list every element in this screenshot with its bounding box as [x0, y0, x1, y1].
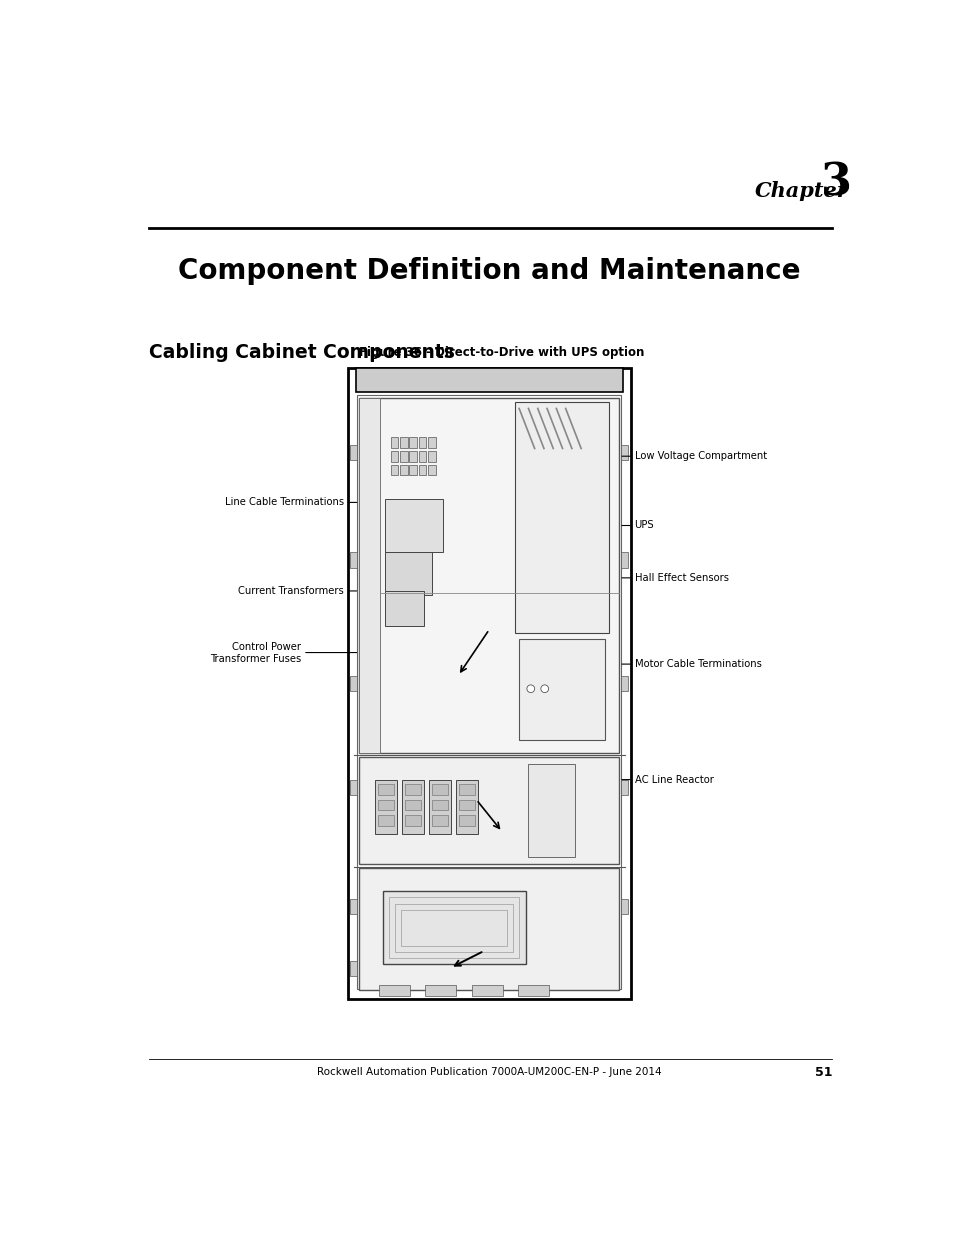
Text: Low Voltage Compartment: Low Voltage Compartment: [634, 451, 766, 461]
Bar: [405, 799, 420, 810]
Bar: [377, 799, 394, 810]
Text: AC Line Reactor: AC Line Reactor: [634, 774, 713, 784]
Text: Figure 36 - Direct-to-Drive with UPS option: Figure 36 - Direct-to-Drive with UPS opt…: [359, 346, 644, 358]
Text: 51: 51: [814, 1066, 831, 1078]
Text: Component Definition and Maintenance: Component Definition and Maintenance: [177, 257, 800, 285]
Bar: [459, 799, 475, 810]
Bar: [359, 399, 380, 752]
Bar: [427, 451, 436, 462]
Bar: [409, 437, 416, 448]
Bar: [432, 784, 447, 795]
Bar: [377, 784, 394, 795]
Bar: [385, 552, 432, 595]
Bar: [620, 779, 628, 795]
Bar: [620, 899, 628, 914]
Bar: [382, 892, 525, 965]
Bar: [350, 961, 356, 976]
Bar: [402, 779, 423, 834]
Bar: [405, 784, 420, 795]
Bar: [390, 451, 398, 462]
Bar: [389, 898, 518, 958]
Bar: [515, 403, 608, 632]
Text: Current Transformers: Current Transformers: [238, 585, 344, 597]
Bar: [385, 499, 442, 552]
Bar: [620, 445, 628, 461]
Bar: [528, 764, 575, 857]
Text: Transformer Fuses: Transformer Fuses: [210, 653, 301, 663]
Bar: [427, 464, 436, 475]
Text: Hall Effect Sensors: Hall Effect Sensors: [634, 573, 728, 583]
Text: Line Cable Terminations: Line Cable Terminations: [225, 498, 344, 508]
Bar: [399, 451, 407, 462]
Bar: [517, 986, 549, 995]
Bar: [348, 368, 630, 999]
Bar: [429, 779, 451, 834]
Bar: [432, 799, 447, 810]
Bar: [518, 638, 604, 740]
Text: Motor Cable Terminations: Motor Cable Terminations: [634, 659, 760, 669]
Bar: [395, 904, 513, 952]
Bar: [350, 779, 356, 795]
Bar: [390, 437, 398, 448]
Bar: [350, 552, 356, 568]
Bar: [359, 399, 618, 752]
Bar: [418, 464, 426, 475]
Text: Cabling Cabinet Components: Cabling Cabinet Components: [149, 343, 454, 362]
Bar: [620, 552, 628, 568]
Bar: [350, 899, 356, 914]
Bar: [350, 445, 356, 461]
Bar: [418, 451, 426, 462]
Bar: [390, 464, 398, 475]
Bar: [375, 779, 396, 834]
Bar: [399, 464, 407, 475]
Bar: [472, 986, 502, 995]
Bar: [409, 451, 416, 462]
Bar: [356, 395, 620, 989]
Bar: [359, 757, 618, 864]
Bar: [399, 437, 407, 448]
Bar: [427, 437, 436, 448]
Bar: [459, 784, 475, 795]
Circle shape: [526, 685, 534, 693]
Bar: [459, 815, 475, 826]
Bar: [409, 464, 416, 475]
Text: Rockwell Automation Publication 7000A-UM200C-EN-P - June 2014: Rockwell Automation Publication 7000A-UM…: [316, 1067, 660, 1077]
Bar: [378, 986, 410, 995]
Bar: [405, 815, 420, 826]
Text: UPS: UPS: [634, 520, 654, 531]
Circle shape: [540, 685, 548, 693]
Text: 3: 3: [820, 162, 851, 205]
Bar: [620, 676, 628, 692]
Bar: [418, 437, 426, 448]
Bar: [377, 815, 394, 826]
Bar: [350, 676, 356, 692]
Bar: [359, 868, 618, 989]
Bar: [401, 910, 506, 946]
Bar: [456, 779, 477, 834]
Text: Chapter: Chapter: [754, 180, 847, 200]
Bar: [385, 592, 424, 626]
Bar: [432, 815, 447, 826]
Bar: [425, 986, 456, 995]
Bar: [355, 368, 622, 393]
Text: Control Power: Control Power: [233, 642, 301, 652]
